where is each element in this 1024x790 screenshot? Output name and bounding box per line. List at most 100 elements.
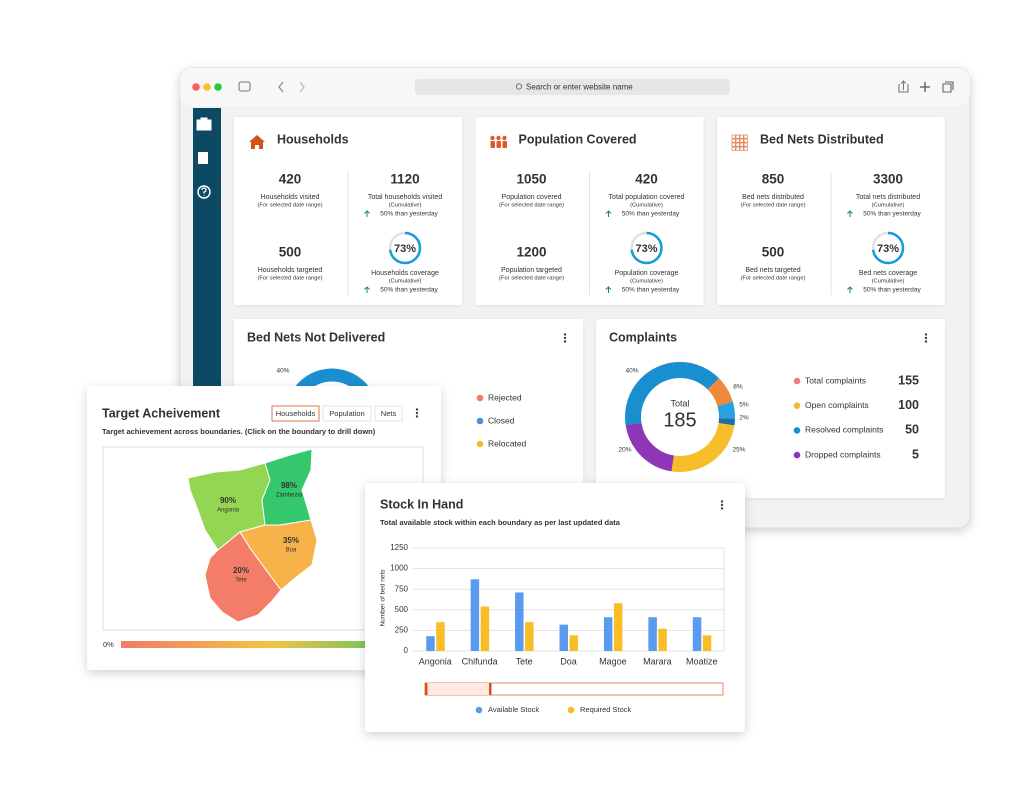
menu-dot[interactable] [563,336,567,340]
y-tick-label: 500 [395,605,409,614]
kpi-label: Households targeted [258,267,323,274]
population-icon [490,141,495,148]
card-title: Complaints [609,330,677,344]
bed-nets-icon [735,142,740,147]
tab[interactable] [271,405,320,422]
trend-arrow [847,210,853,217]
coverage-name: Bed nets coverage [859,270,917,277]
legend-label: Rejected [488,392,522,402]
bar [648,617,657,651]
legend-label: Total complaints [805,375,866,385]
kpi-value: 3300 [873,172,903,187]
nav-book[interactable] [198,152,208,164]
new-tab-button[interactable] [920,82,930,92]
bed-nets-icon [731,134,736,139]
legend-dot [793,402,801,410]
kpi-label: Total population covered [609,194,685,201]
bar [702,635,712,651]
tab[interactable] [374,405,403,422]
menu-dot[interactable] [924,336,928,340]
kpi-value: 1050 [516,172,546,187]
bar [692,617,702,651]
nav-help[interactable] [197,185,211,199]
coverage-label: 73% [635,243,657,255]
donut-label: 40% [276,368,289,375]
card-title: Stock In Hand [380,497,463,511]
map-region[interactable] [204,531,282,623]
coverage-note: (Cumulative) [872,279,905,285]
address-bar[interactable] [415,79,730,95]
region-name: Tete [235,578,247,584]
donut-segment [625,362,735,472]
legend-label: Open complaints [805,400,869,410]
bar [525,622,534,651]
kpi-note: (Cumulative) [872,203,905,209]
card-title: Target Acheivement [102,406,221,420]
card-subtitle: Target achievement across boundaries. (C… [102,427,376,436]
legend-label: Required Stock [580,705,632,714]
coverage-note: (Cumulative) [389,279,422,285]
donut-center-label: Total [670,398,689,408]
menu-dot[interactable] [720,507,724,510]
kpi-card-title: Bed Nets Distributed [760,132,884,146]
menu-dot[interactable] [563,333,567,336]
tabs-button[interactable] [942,81,954,93]
bar [559,624,568,651]
card-subtitle: Total available stock within each bounda… [380,518,621,527]
coverage-ring [388,231,422,265]
legend-label: Relocated [488,438,527,448]
legend-dot [793,377,801,385]
coverage-name: Households coverage [371,270,439,277]
bar [569,635,578,651]
population-icon [502,141,507,148]
legend-value: 5 [912,447,919,461]
menu-dot[interactable] [720,503,724,507]
bar [470,579,480,651]
window-button[interactable] [214,83,222,91]
x-tick-label: Doa [560,656,577,666]
kpi-card-title: Population Covered [519,132,637,146]
legend-dot [475,706,483,714]
menu-dot[interactable] [924,333,928,336]
menu-dot[interactable] [415,408,419,411]
legend-label: Dropped complaints [805,449,881,459]
back-button[interactable] [278,81,284,93]
donut-segment-label: 40% [625,368,638,375]
tab-label: Households [276,409,316,418]
kpi-label: Bed nets distributed [742,194,804,201]
bed-nets-icon [735,134,740,139]
sidebar-toggle[interactable] [238,81,251,92]
share-button[interactable] [898,80,909,93]
trend-text: 50% than yesterday [380,211,438,218]
legend-value: 100 [898,398,919,412]
window-button[interactable] [192,83,200,91]
x-tick-label: Tete [516,656,533,666]
color-scale [121,641,421,648]
tab[interactable] [322,405,372,422]
bed-nets-icon [739,134,744,139]
kpi-note: (For selected date range) [499,203,564,209]
stock-card [365,483,745,732]
legend-label: Available Stock [488,705,539,714]
trend-arrow [605,286,612,293]
bed-nets-icon [743,146,748,151]
range-handle[interactable] [425,683,428,695]
menu-dot[interactable] [415,415,419,418]
window-button[interactable] [203,83,211,91]
address-placeholder: Search or enter website name [526,83,633,92]
bar [515,592,524,651]
range-handle[interactable] [489,683,492,695]
menu-dot[interactable] [924,340,928,343]
menu-dot[interactable] [720,500,724,503]
donut-segment-label: 2% [739,415,749,422]
nav-briefcase[interactable] [196,117,212,131]
region-name: Boa [286,548,297,554]
coverage-ring [630,231,663,265]
population-icon [496,135,501,141]
menu-dot[interactable] [415,411,419,415]
forward-button[interactable] [299,81,305,93]
menu-dot[interactable] [563,340,567,343]
trend-text: 50% than yesterday [863,211,921,218]
trend-arrow [605,210,612,217]
